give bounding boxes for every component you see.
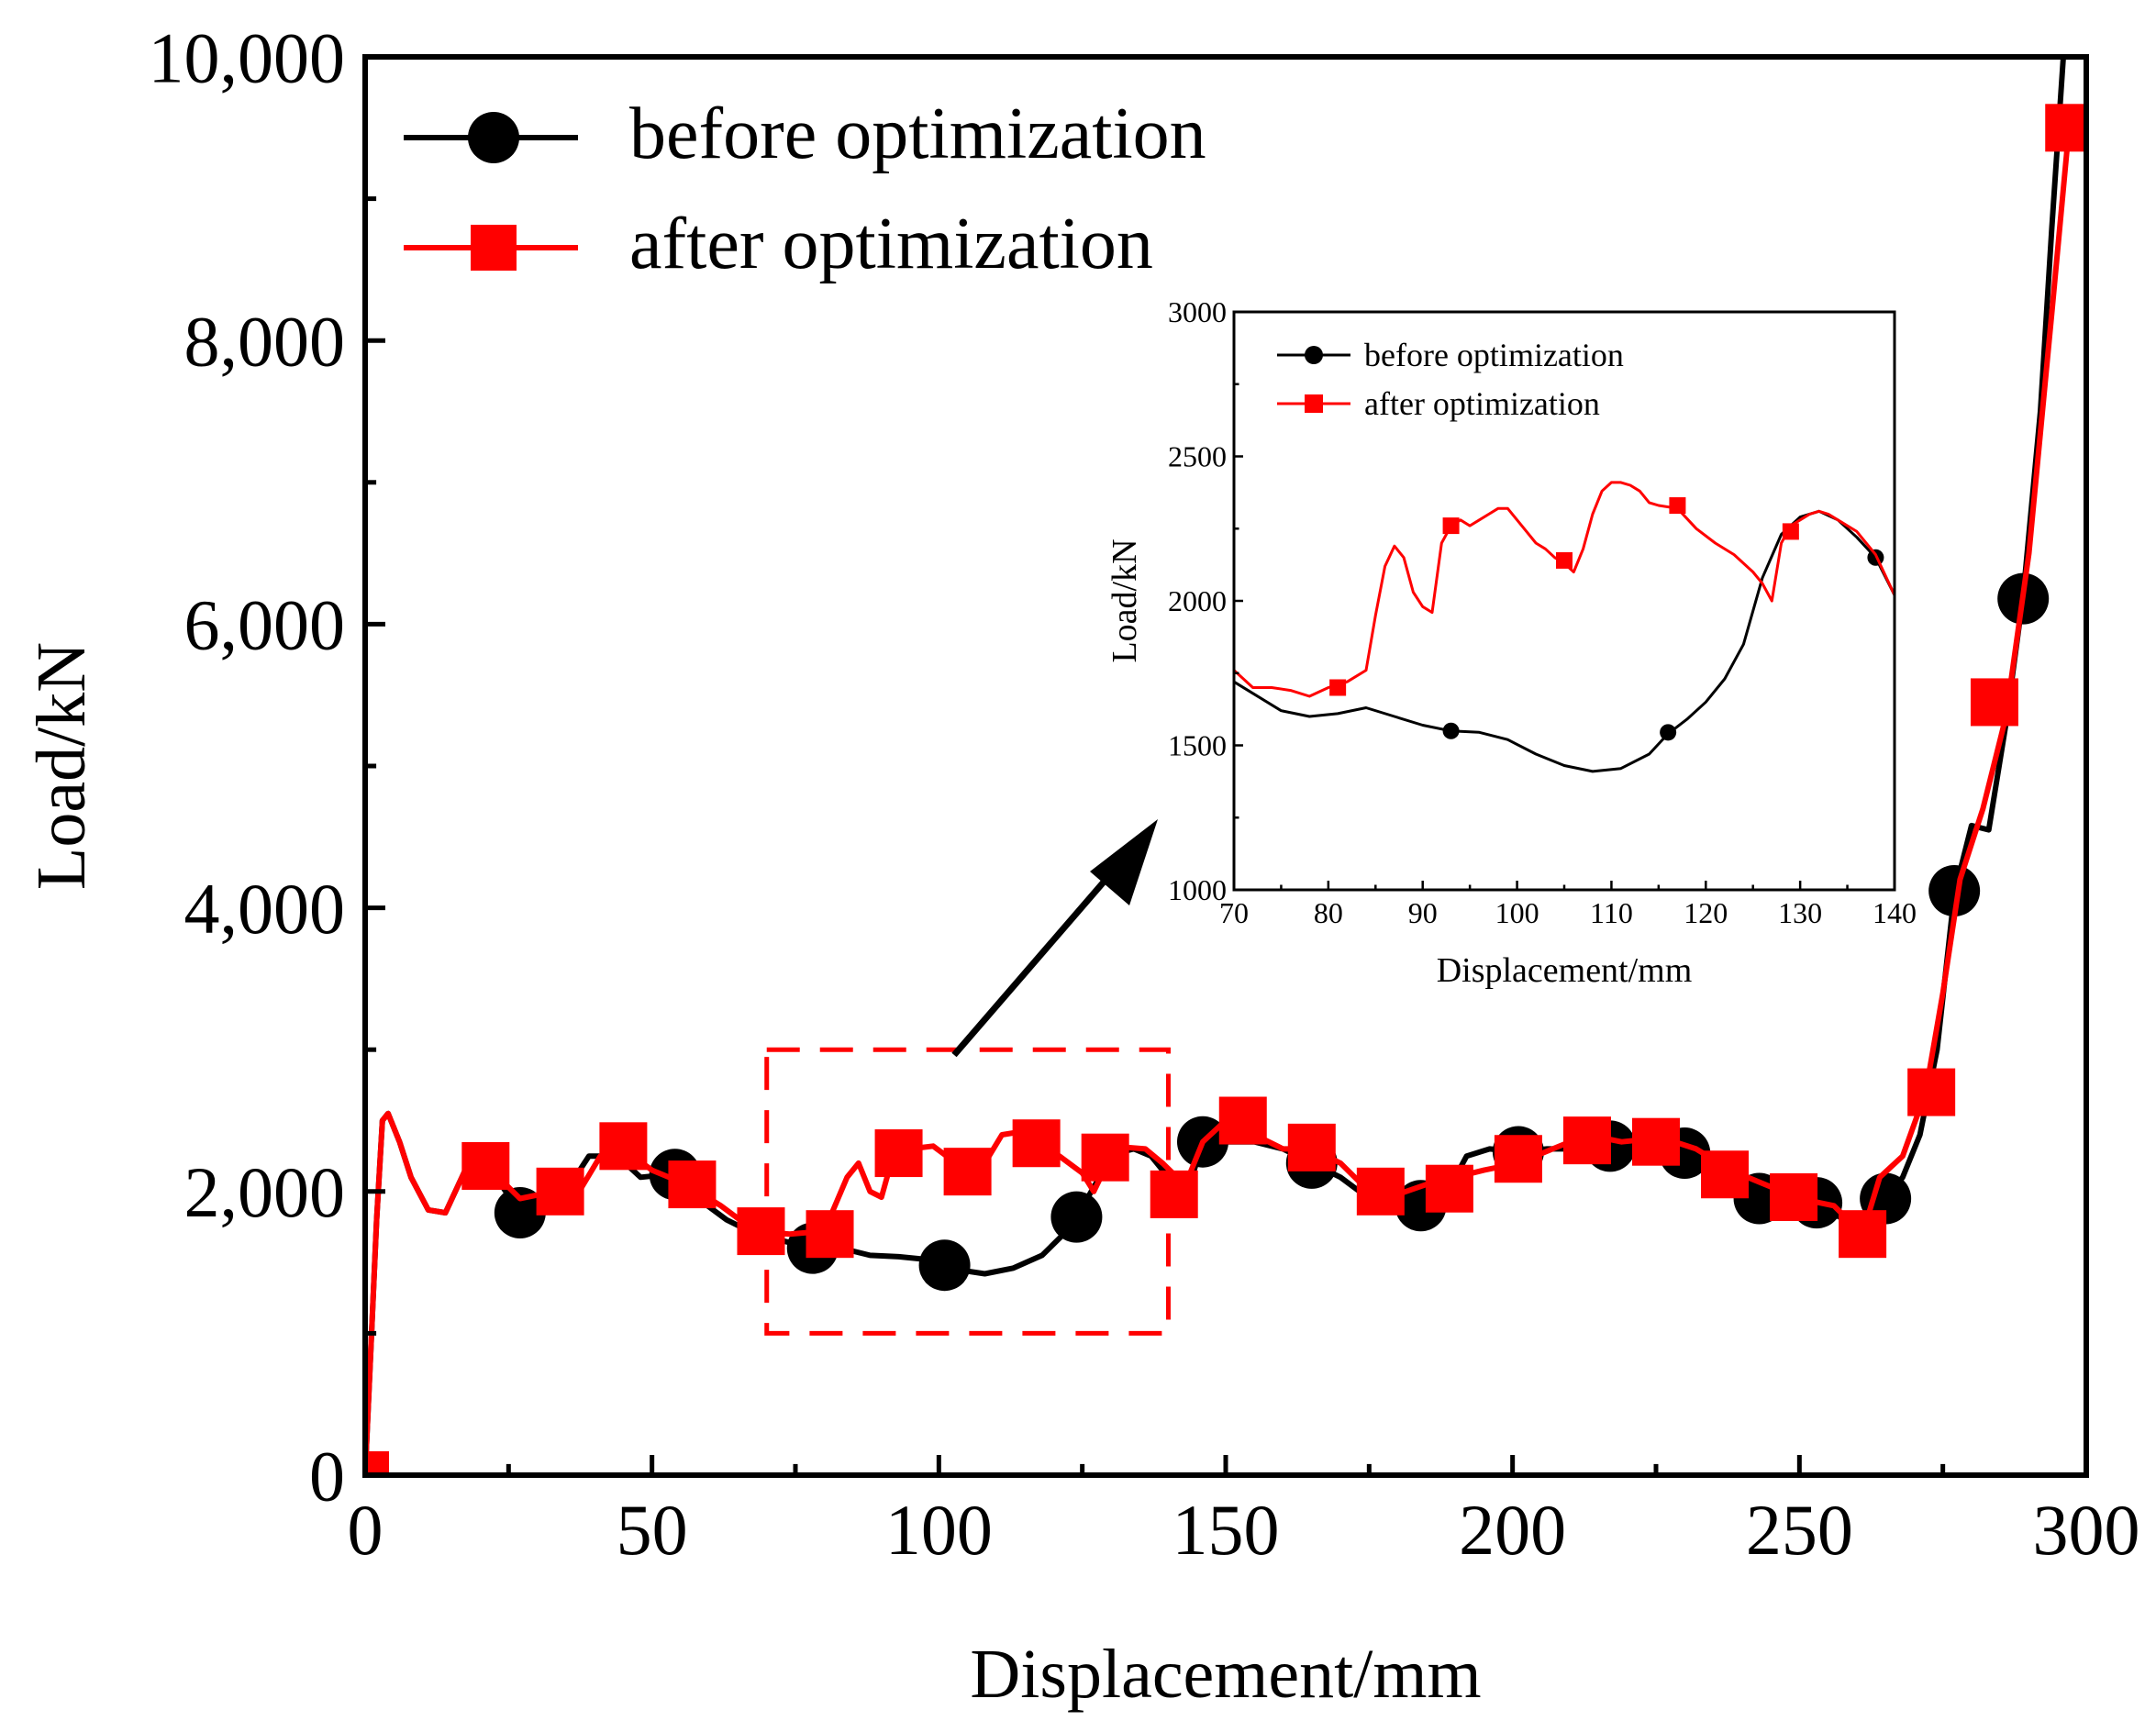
legend-before-label: before optimization [629, 94, 1206, 174]
inset-y-tick-label: 1000 [1168, 873, 1227, 906]
after-marker [1494, 1135, 1542, 1183]
y-tick-label: 0 [309, 1436, 345, 1516]
y-tick-label: 4,000 [184, 869, 346, 949]
after-marker [536, 1167, 584, 1216]
inset-x-tick-label: 90 [1408, 896, 1438, 929]
x-tick-label: 250 [1746, 1490, 1853, 1570]
after-marker [943, 1148, 992, 1196]
before-marker [494, 1186, 546, 1238]
inset-legend-after-marker [1305, 394, 1323, 413]
inset-legend: before optimization after optimization [1277, 337, 1624, 422]
after-marker [1081, 1133, 1129, 1182]
after-marker [806, 1210, 854, 1259]
inset-after-marker [1329, 679, 1347, 696]
legend: before optimization after optimization [404, 94, 1206, 284]
x-tick-label: 100 [885, 1490, 993, 1570]
inset-before-marker [1442, 722, 1460, 739]
legend-before-marker [468, 112, 519, 163]
inset-legend-after-label: after optimization [1364, 385, 1600, 422]
after-marker [1356, 1167, 1405, 1216]
after-marker [737, 1207, 785, 1256]
after-marker [1562, 1116, 1611, 1165]
after-marker [1970, 678, 2018, 727]
main-plot: 0 50 100 150 200 250 30002,0004,0006,0008,0001… [23, 17, 2140, 1713]
inset-x-tick-label: 80 [1314, 896, 1343, 929]
after-marker [1701, 1150, 1750, 1199]
main-axes: 0 50 100 150 200 250 30002,0004,0006,0008,0001… [149, 17, 2140, 1570]
inset-x-axis-label: Displacement/mm [1437, 951, 1693, 990]
x-tick-label: 200 [1459, 1490, 1566, 1570]
after-marker [461, 1141, 510, 1190]
inset-y-tick-label: 3000 [1168, 295, 1227, 328]
main-series-layer [365, 57, 2086, 1475]
zoom-region-box [764, 1047, 1171, 1336]
inset-legend-before-label: before optimization [1364, 337, 1624, 373]
after-marker [1150, 1170, 1198, 1218]
legend-after-label: after optimization [629, 204, 1153, 284]
after-marker [2045, 104, 2086, 152]
x-tick-label: 300 [2033, 1490, 2140, 1570]
inset-y-tick-label: 1500 [1168, 729, 1227, 762]
legend-after-marker [471, 225, 517, 271]
inset-x-tick-label: 100 [1495, 896, 1539, 929]
x-tick-label: 50 [617, 1490, 688, 1570]
inset-y-axis-label: Load/kN [1106, 538, 1144, 662]
inset-x-tick-label: 130 [1778, 896, 1822, 929]
y-tick-label: 10,000 [149, 17, 346, 97]
inset-y-tick-label: 2500 [1168, 440, 1227, 473]
after-marker [1218, 1096, 1267, 1145]
inset-x-tick-label: 120 [1684, 896, 1728, 929]
inset-x-tick-label: 70 [1219, 896, 1249, 929]
after-marker [599, 1122, 648, 1171]
after-marker [1012, 1119, 1061, 1168]
inset-after-marker [1669, 497, 1686, 515]
after-marker [1907, 1068, 1956, 1116]
zoom-arrow [951, 819, 1158, 1058]
after-marker [1839, 1210, 1887, 1259]
after-marker [1632, 1117, 1680, 1166]
inset-after-marker [1556, 551, 1573, 569]
x-tick-label: 0 [348, 1490, 383, 1570]
y-tick-label: 6,000 [184, 585, 346, 665]
after-marker [1770, 1172, 1818, 1221]
inset-x-tick-label: 110 [1590, 896, 1633, 929]
inset-plot: 70 80 90 100 110 120 130 140 1000 1500 2000 2500 300… [1106, 295, 1917, 990]
y-tick-label: 8,000 [184, 302, 346, 382]
inset-series-layer [1234, 481, 1895, 773]
x-axis-label: Displacement/mm [970, 1636, 1481, 1713]
after-marker [1287, 1123, 1336, 1171]
after-marker [668, 1160, 717, 1209]
inset-after-marker [1782, 523, 1799, 540]
after-marker [1425, 1164, 1473, 1213]
inset-y-tick-label: 2000 [1168, 584, 1227, 617]
x-tick-label: 150 [1172, 1490, 1280, 1570]
before-marker [1050, 1191, 1103, 1243]
inset-legend-before-marker [1305, 346, 1323, 364]
before-marker [1928, 865, 1981, 917]
before-marker [918, 1239, 971, 1292]
y-tick-label: 2,000 [184, 1152, 346, 1232]
inset-axes: 70 80 90 100 110 120 130 140 1000 1500 2000 2500 300… [1168, 295, 1917, 929]
inset-after-marker [1442, 517, 1460, 535]
after-marker [365, 1451, 389, 1475]
after-marker [874, 1129, 923, 1178]
y-axis-label: Load/kN [23, 642, 100, 890]
inset-before-marker [1660, 724, 1677, 741]
inset-x-tick-label: 140 [1873, 896, 1917, 929]
